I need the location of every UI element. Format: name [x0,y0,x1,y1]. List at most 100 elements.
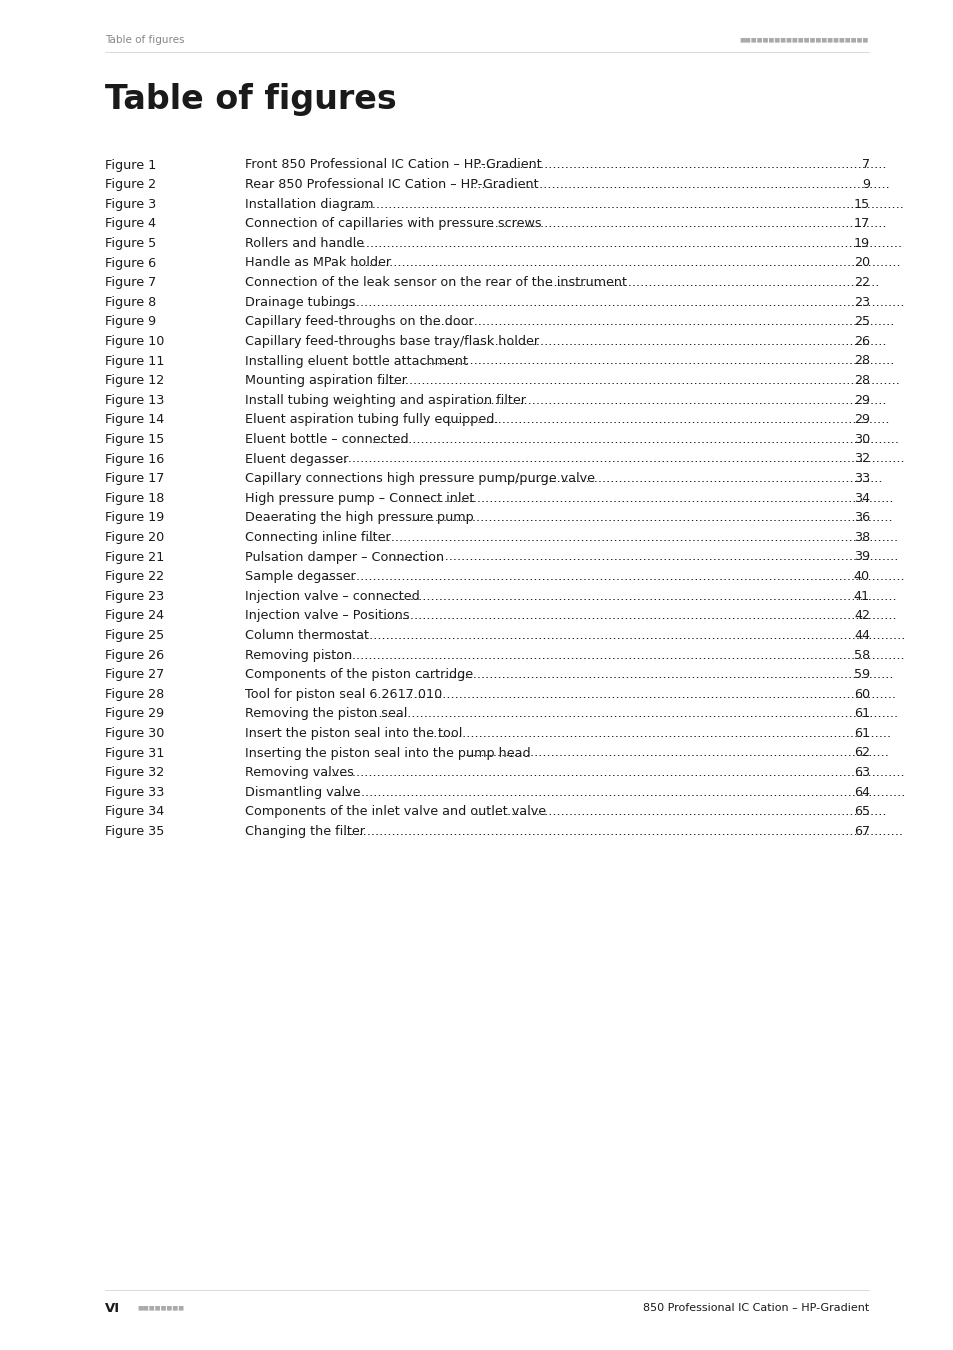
Text: 33: 33 [853,472,869,485]
Text: Figure 6: Figure 6 [105,256,156,270]
Text: Figure 26: Figure 26 [105,648,164,662]
Text: ................................................................................: ........................................… [347,197,903,211]
Text: 29: 29 [853,394,869,406]
Text: Eluent bottle – connected: Eluent bottle – connected [245,433,408,446]
Text: Removing the piston seal: Removing the piston seal [245,707,407,721]
Text: Components of the piston cartridge: Components of the piston cartridge [245,668,473,682]
Text: ................................................................................: ........................................… [425,726,891,740]
Text: Table of figures: Table of figures [105,35,184,45]
Text: Figure 11: Figure 11 [105,355,164,367]
Text: 62: 62 [853,747,869,760]
Text: Figure 16: Figure 16 [105,452,164,466]
Text: 61: 61 [853,707,869,721]
Text: 9: 9 [862,178,869,192]
Text: Pulsation damper – Connection: Pulsation damper – Connection [245,551,444,563]
Text: ................................................................................: ........................................… [381,609,897,622]
Text: ................................................................................: ........................................… [381,590,897,602]
Text: Handle as MPak holder: Handle as MPak holder [245,256,391,270]
Text: Inserting the piston seal into the pump head: Inserting the piston seal into the pump … [245,747,530,760]
Text: High pressure pump – Connect inlet: High pressure pump – Connect inlet [245,491,474,505]
Text: 7: 7 [861,158,869,171]
Text: Figure 13: Figure 13 [105,394,164,406]
Text: ................................................................................: ........................................… [469,178,889,192]
Text: 28: 28 [853,374,869,387]
Text: Eluent degasser: Eluent degasser [245,452,348,466]
Text: Figure 28: Figure 28 [105,687,164,701]
Text: Figure 27: Figure 27 [105,668,164,682]
Text: Figure 23: Figure 23 [105,590,164,602]
Text: ................................................................................: ........................................… [372,433,899,446]
Text: Injection valve – connected: Injection valve – connected [245,590,419,602]
Text: 29: 29 [853,413,869,427]
Text: ................................................................................: ........................................… [342,825,902,838]
Text: Installing eluent bottle attachment: Installing eluent bottle attachment [245,355,468,367]
Text: Figure 33: Figure 33 [105,786,164,799]
Text: 19: 19 [853,236,869,250]
Text: Eluent aspiration tubing fully equipped.: Eluent aspiration tubing fully equipped. [245,413,498,427]
Text: Figure 15: Figure 15 [105,433,164,446]
Text: Figure 35: Figure 35 [105,825,164,838]
Text: 28: 28 [853,355,869,367]
Text: Figure 5: Figure 5 [105,236,156,250]
Text: ................................................................................: ........................................… [411,512,893,524]
Text: 26: 26 [853,335,869,348]
Text: VI: VI [105,1301,120,1315]
Text: ................................................................................: ........................................… [503,472,882,485]
Text: 42: 42 [853,609,869,622]
Text: ................................................................................: ........................................… [367,707,899,721]
Text: Injection valve – Positions: Injection valve – Positions [245,609,409,622]
Text: ................................................................................: ........................................… [416,491,893,505]
Text: ................................................................................: ........................................… [328,296,904,309]
Text: ................................................................................: ........................................… [400,687,895,701]
Text: Connecting inline filter: Connecting inline filter [245,531,391,544]
Text: 44: 44 [853,629,869,641]
Text: 38: 38 [853,531,869,544]
Text: ................................................................................: ........................................… [376,374,900,387]
Text: Tool for piston seal 6.2617.010: Tool for piston seal 6.2617.010 [245,687,442,701]
Text: Install tubing weighting and aspiration filter: Install tubing weighting and aspiration … [245,394,525,406]
Text: ................................................................................: ........................................… [416,668,893,682]
Text: ................................................................................: ........................................… [474,217,886,231]
Text: Dismantling valve: Dismantling valve [245,786,360,799]
Text: Front 850 Professional IC Cation – HP-Gradient: Front 850 Professional IC Cation – HP-Gr… [245,158,541,171]
Text: ................................................................................: ........................................… [323,452,903,466]
Text: 64: 64 [853,786,869,799]
Text: Figure 2: Figure 2 [105,178,156,192]
Text: Rear 850 Professional IC Cation – HP-Gradient: Rear 850 Professional IC Cation – HP-Gra… [245,178,538,192]
Text: ................................................................................: ........................................… [333,629,905,641]
Text: 20: 20 [853,256,869,270]
Text: Figure 18: Figure 18 [105,491,164,505]
Text: ................................................................................: ........................................… [474,158,886,171]
Text: Figure 9: Figure 9 [105,316,156,328]
Text: Figure 8: Figure 8 [105,296,156,309]
Text: 41: 41 [853,590,869,602]
Text: ................................................................................: ........................................… [444,413,889,427]
Text: Figure 4: Figure 4 [105,217,156,231]
Text: Column thermostat: Column thermostat [245,629,369,641]
Text: Insert the piston seal into the tool: Insert the piston seal into the tool [245,726,462,740]
Text: Figure 1: Figure 1 [105,158,156,171]
Text: Components of the inlet valve and outlet valve: Components of the inlet valve and outlet… [245,806,545,818]
Text: Changing the filter: Changing the filter [245,825,365,838]
Text: ................................................................................: ........................................… [323,570,903,583]
Text: Removing piston: Removing piston [245,648,352,662]
Text: Figure 3: Figure 3 [105,197,156,211]
Text: Figure 17: Figure 17 [105,472,164,485]
Text: 36: 36 [853,512,869,524]
Text: ................................................................................: ........................................… [352,256,900,270]
Text: ................................................................................: ........................................… [464,747,888,760]
Text: Figure 10: Figure 10 [105,335,164,348]
Text: ................................................................................: ........................................… [391,551,898,563]
Text: Figure 25: Figure 25 [105,629,164,641]
Text: 23: 23 [853,296,869,309]
Text: Capillary feed-throughs base tray/flask holder: Capillary feed-throughs base tray/flask … [245,335,538,348]
Text: 40: 40 [853,570,869,583]
Text: Figure 7: Figure 7 [105,277,156,289]
Text: 61: 61 [853,726,869,740]
Text: ................................................................................: ........................................… [420,355,894,367]
Text: Rollers and handle: Rollers and handle [245,236,364,250]
Text: Figure 34: Figure 34 [105,806,164,818]
Text: Connection of capillaries with pressure screws: Connection of capillaries with pressure … [245,217,541,231]
Text: 32: 32 [853,452,869,466]
Text: 15: 15 [853,197,869,211]
